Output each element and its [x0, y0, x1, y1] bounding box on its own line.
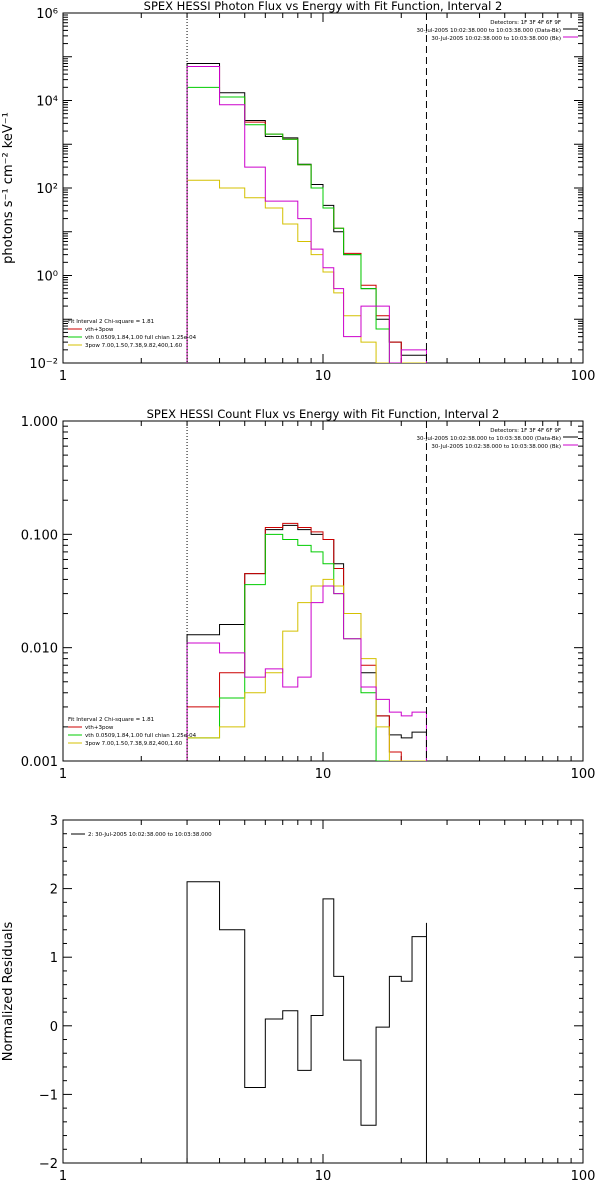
chart-3: 1 10 100 −2 −1 0 1 2 3 Normalized Residuals 2: 30-…: [1, 814, 595, 1184]
y-tick-label: 10⁴: [36, 95, 58, 110]
series-group: [186, 881, 427, 1163]
x-tick-label: 100: [571, 1169, 596, 1184]
y-tick-label: 10²: [36, 182, 58, 197]
series-line-3pow: [186, 578, 427, 761]
series-group: [186, 522, 427, 761]
y-tick-label: 1: [50, 951, 58, 966]
legend-text: vth+3pow: [85, 327, 114, 333]
series-line-2-30-jul-2005-10-02-38-000-to-10-03-38-000: [186, 881, 427, 1163]
legend-text: 3pow 7.00,1.50,7.38,9.82,400,1.60: [85, 741, 183, 747]
x-tick-label: 10: [315, 1169, 332, 1184]
legend-text: vth 0.0509,1.84,1.00 full chian 1.25e-04: [85, 335, 197, 341]
legend-text: 3pow 7.00,1.50,7.38,9.82,400,1.60: [85, 343, 183, 349]
chart-title: SPEX HESSI Photon Flux vs Energy with Fi…: [144, 0, 503, 13]
legend-text: 30-Jul-2005 10:02:38.000 to 10:03:38.000…: [417, 436, 562, 442]
y-tick-label: 10⁰: [36, 270, 58, 285]
y-tick-label: 10⁶: [36, 7, 58, 22]
series-line-vth-3pow: [186, 65, 427, 363]
y-tick-label: 10⁻²: [29, 357, 58, 372]
legend-text: 2: 30-Jul-2005 10:02:38.000 to 10:03:38.…: [88, 832, 212, 838]
y-tick-label: −2: [39, 1157, 58, 1172]
series-line-vth-3pow: [186, 522, 427, 761]
chart-2: SPEX HESSI Count Flux vs Energy with Fit…: [21, 407, 596, 782]
series-line-vth: [186, 86, 427, 363]
series-line-bk: [186, 585, 427, 761]
x-tick-label: 1: [59, 1169, 67, 1184]
legend-text: vth+3pow: [85, 725, 114, 731]
legend-text: Detectors: 1F 3F 4F 6F 9F: [490, 20, 561, 26]
series-line-3pow: [186, 179, 427, 363]
y-tick-label: 0.001: [21, 755, 58, 770]
series-line-data-bk: [186, 524, 427, 761]
series-line-data-bk: [186, 63, 427, 363]
x-tick-label: 10: [315, 767, 332, 782]
y-tick-label: 0.100: [21, 528, 58, 543]
y-tick-label: 0.010: [21, 642, 58, 657]
x-tick-label: 10: [315, 369, 332, 384]
series-group: [186, 63, 427, 363]
series-line-bk: [186, 65, 427, 363]
legend-text: vth 0.0509,1.84,1.00 full chian 1.25e-04: [85, 733, 197, 739]
y-tick-label: 0: [50, 1020, 58, 1035]
legend-text: 30-Jul-2005 10:02:38.000 to 10:03:38.000…: [417, 28, 562, 34]
legend-text: Fit Interval 2 Chi-square = 1.81: [68, 717, 154, 723]
x-tick-label: 1: [59, 767, 67, 782]
y-tick-label: 3: [50, 814, 58, 829]
legend-text: Detectors: 1F 3F 4F 6F 9F: [490, 428, 561, 434]
legend-text: 30-Jul-2005 10:02:38.000 to 10:03:38.000…: [431, 36, 561, 42]
chart-1: SPEX HESSI Photon Flux vs Energy with Fi…: [1, 0, 595, 384]
legend-text: 30-Jul-2005 10:02:38.000 to 10:03:38.000…: [431, 444, 561, 450]
chart-title: SPEX HESSI Count Flux vs Energy with Fit…: [147, 407, 500, 421]
y-axis-label: Normalized Residuals: [1, 922, 16, 1062]
y-axis-label: photons s⁻¹ cm⁻² keV⁻¹: [1, 112, 16, 264]
y-tick-label: 1.000: [21, 415, 58, 430]
x-tick-label: 100: [571, 767, 596, 782]
y-tick-label: −1: [39, 1088, 58, 1103]
y-tick-label: 2: [50, 883, 58, 898]
x-tick-label: 1: [59, 369, 67, 384]
x-tick-label: 100: [571, 369, 596, 384]
legend-text: Fit Interval 2 Chi-square = 1.81: [68, 319, 154, 325]
